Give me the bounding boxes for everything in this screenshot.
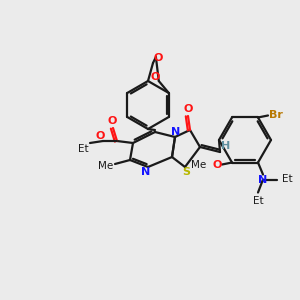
- Text: O: O: [95, 131, 105, 141]
- Text: O: O: [153, 53, 163, 63]
- Text: O: O: [183, 104, 193, 114]
- Text: O: O: [107, 116, 117, 126]
- Text: Et: Et: [253, 196, 263, 206]
- Text: N: N: [258, 175, 268, 184]
- Text: H: H: [221, 141, 231, 151]
- Text: N: N: [171, 127, 181, 137]
- Text: O: O: [150, 72, 160, 82]
- Text: S: S: [182, 167, 190, 177]
- Text: Et: Et: [282, 173, 292, 184]
- Text: N: N: [141, 167, 151, 177]
- Text: O: O: [212, 160, 222, 170]
- Text: Br: Br: [269, 110, 283, 121]
- Text: Et: Et: [78, 144, 88, 154]
- Text: Me: Me: [191, 160, 207, 170]
- Text: Me: Me: [98, 161, 114, 171]
